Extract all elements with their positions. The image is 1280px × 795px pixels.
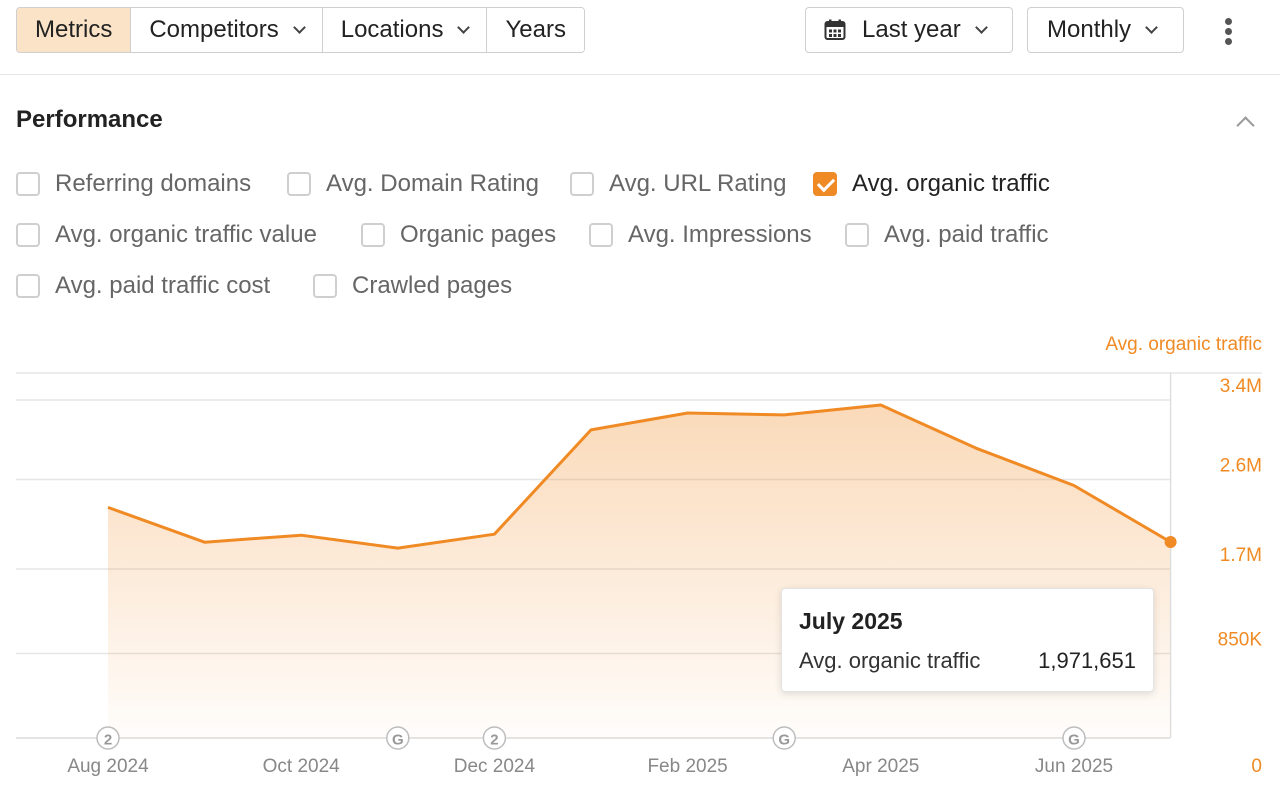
tab-years-label: Years [505, 16, 566, 43]
tooltip-title: July 2025 [799, 608, 903, 634]
metric-label: Crawled pages [352, 272, 513, 299]
section-title: Performance [16, 106, 163, 133]
checkbox[interactable] [845, 223, 869, 247]
tab-locations-label: Locations [340, 16, 444, 43]
metric-avg-paid-traffic-cost[interactable]: Avg. paid traffic cost [16, 272, 270, 300]
annotation-marker-label: G [1068, 732, 1080, 749]
google-update-marker [1062, 726, 1086, 750]
checkbox[interactable] [589, 223, 613, 247]
metric-avg-impressions[interactable]: Avg. Impressions [589, 221, 812, 249]
metric-label: Organic pages [400, 221, 557, 248]
chevron-down-icon [974, 20, 988, 34]
chevron-down-icon [457, 20, 471, 34]
checkbox[interactable] [361, 223, 385, 247]
tooltip-label: Avg. organic traffic [799, 648, 981, 673]
tab-years[interactable]: Years [487, 8, 584, 52]
annotation-marker [96, 726, 120, 750]
annotation-marker-label: G [392, 732, 404, 749]
y-axis-title: Avg. organic traffic [1105, 334, 1262, 355]
tab-competitors[interactable]: Competitors [131, 8, 323, 52]
checkbox-checked[interactable] [813, 172, 837, 196]
traffic-chart: 0 850K 1.7M 2.6M 3.4M Avg. organic traffic Aug… [16, 334, 1263, 777]
metric-label: Avg. URL Rating [609, 170, 787, 197]
x-tick-label: Apr 2025 [842, 756, 919, 777]
toolbar: Metrics Competitors Locations Years Last… [0, 0, 1280, 75]
checkbox[interactable] [16, 223, 40, 247]
y-tick-label: 3.4M [1220, 376, 1262, 397]
period-label: Last year [862, 16, 961, 43]
google-update-marker [386, 726, 410, 750]
x-tick-label: Jun 2025 [1035, 756, 1113, 777]
x-tick-label: Aug 2024 [67, 756, 149, 777]
y-tick-label: 0 [1251, 756, 1262, 777]
metric-avg-paid-traffic[interactable]: Avg. paid traffic [845, 221, 1049, 249]
tab-metrics-label: Metrics [35, 16, 113, 43]
y-tick-label: 850K [1218, 630, 1263, 651]
metric-organic-pages[interactable]: Organic pages [361, 221, 556, 249]
granularity-label: Monthly [1047, 16, 1132, 43]
annotation-marker-label: 2 [104, 732, 112, 749]
period-dropdown[interactable]: Last year [805, 7, 1013, 53]
y-tick-label: 1.7M [1220, 545, 1262, 566]
metric-crawled-pages[interactable]: Crawled pages [313, 272, 512, 300]
chart-tooltip: July 2025 Avg. organic traffic 1,971,651 [781, 588, 1154, 692]
checkbox[interactable] [313, 274, 337, 298]
tooltip-value: 1,971,651 [1038, 648, 1136, 673]
metric-avg-organic-traffic[interactable]: Avg. organic traffic [813, 170, 1050, 198]
chevron-down-icon [292, 20, 306, 34]
tab-metrics[interactable]: Metrics [17, 8, 132, 52]
x-tick-label: Dec 2024 [454, 756, 536, 777]
metric-label: Avg. organic traffic value [55, 221, 317, 248]
checkbox[interactable] [16, 172, 40, 196]
metric-avg-url-rating[interactable]: Avg. URL Rating [570, 170, 786, 198]
series-point [1164, 536, 1177, 549]
metric-avg-domain-rating[interactable]: Avg. Domain Rating [287, 170, 539, 198]
x-tick-label: Feb 2025 [647, 756, 727, 777]
tab-competitors-label: Competitors [149, 16, 279, 43]
metric-label: Avg. paid traffic cost [55, 272, 271, 299]
y-tick-label: 2.6M [1220, 456, 1262, 477]
google-update-marker [772, 726, 796, 750]
annotation-marker-label: 2 [490, 732, 498, 749]
metric-label: Avg. Domain Rating [326, 170, 539, 197]
metric-avg-organic-traffic-value[interactable]: Avg. organic traffic value [16, 221, 317, 249]
granularity-dropdown[interactable]: Monthly [1027, 7, 1184, 53]
checkbox[interactable] [570, 172, 594, 196]
annotation-marker-label: G [778, 732, 790, 749]
metric-label: Referring domains [55, 170, 252, 197]
checkbox[interactable] [287, 172, 311, 196]
metric-referring-domains[interactable]: Referring domains [16, 170, 251, 198]
view-tabs: Metrics Competitors Locations Years [16, 7, 585, 53]
x-tick-label: Oct 2024 [263, 756, 341, 777]
metric-label: Avg. organic traffic [852, 170, 1050, 197]
metric-label: Avg. paid traffic [884, 221, 1049, 248]
calendar-icon [824, 19, 846, 40]
series-line [107, 403, 1172, 550]
chevron-down-icon [1145, 20, 1158, 34]
metric-label: Avg. Impressions [628, 221, 812, 248]
annotation-marker [482, 726, 507, 750]
chevron-up-icon[interactable] [1236, 114, 1254, 132]
tab-locations[interactable]: Locations [322, 8, 488, 52]
checkbox[interactable] [16, 274, 40, 298]
kebab-menu-icon[interactable] [1218, 16, 1240, 46]
